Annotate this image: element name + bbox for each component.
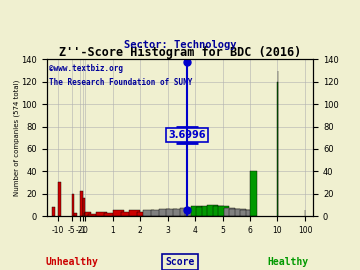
Title: Z''-Score Histogram for BDC (2016): Z''-Score Histogram for BDC (2016) [59,46,301,59]
Bar [240,210,250,216]
Bar [113,210,124,216]
Bar [191,206,202,216]
Bar [229,209,240,216]
Text: Healthy: Healthy [267,257,309,267]
Bar [235,209,246,216]
Bar [72,194,74,216]
Bar [96,211,107,216]
Bar [246,210,252,216]
Text: Unhealthy: Unhealthy [46,257,98,267]
Bar [82,198,85,216]
Bar [219,206,229,216]
Bar [121,211,132,216]
Text: Sector: Technology: Sector: Technology [124,40,236,50]
Bar [197,207,207,216]
Bar [138,211,148,216]
Bar [180,208,191,216]
Text: Score: Score [165,257,195,267]
Bar [104,213,116,216]
Bar [85,211,91,216]
Bar [80,191,82,216]
Bar [74,213,77,216]
Bar [250,171,257,216]
Text: The Research Foundation of SUNY: The Research Foundation of SUNY [49,78,193,87]
Y-axis label: Number of companies (574 total): Number of companies (574 total) [13,79,20,196]
Bar [207,205,219,216]
Bar [88,214,99,216]
Bar [52,207,55,216]
Bar [143,210,154,216]
Bar [58,183,60,216]
Bar [151,210,162,216]
Bar [84,213,85,216]
Bar [224,208,235,216]
Bar [202,206,213,216]
Bar [159,209,170,216]
Bar [129,210,140,216]
Text: ©www.textbiz.org: ©www.textbiz.org [49,64,123,73]
Bar [166,209,177,216]
Bar [213,206,224,216]
Text: 3.6996: 3.6996 [168,130,206,140]
Bar [185,208,197,216]
Bar [173,209,184,216]
